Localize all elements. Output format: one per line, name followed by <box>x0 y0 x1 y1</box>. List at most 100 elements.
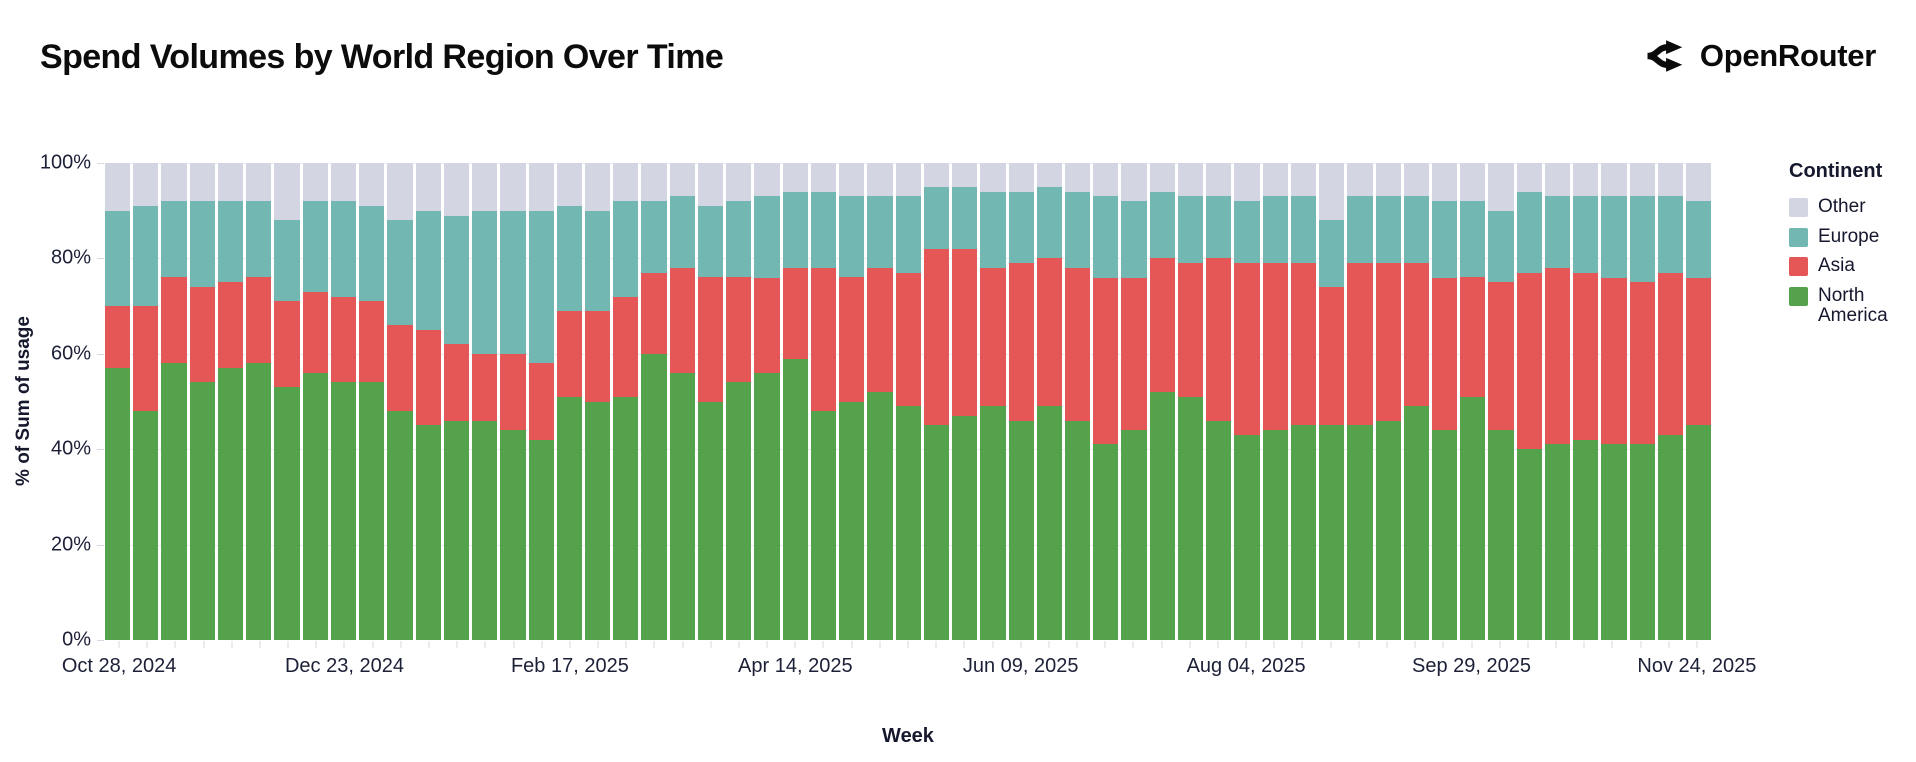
bar-segment-europe-week-5[interactable] <box>217 201 244 283</box>
bar-week-33[interactable] <box>1008 163 1034 640</box>
bar-segment-asia-week-43[interactable] <box>1290 263 1317 426</box>
bar-week-42[interactable] <box>1262 163 1288 640</box>
bar-week-57[interactable] <box>1686 163 1712 640</box>
bar-segment-north-america-week-6[interactable] <box>246 363 272 640</box>
bar-segment-asia-week-13[interactable] <box>443 344 470 421</box>
bar-segment-asia-week-7[interactable] <box>274 301 300 388</box>
bar-segment-other-week-49[interactable] <box>1460 163 1486 202</box>
bar-segment-other-week-31[interactable] <box>952 163 978 187</box>
bar-segment-asia-week-52[interactable] <box>1544 267 1571 445</box>
bar-segment-other-week-9[interactable] <box>330 163 357 202</box>
bar-segment-asia-week-46[interactable] <box>1375 263 1401 421</box>
bar-segment-europe-week-11[interactable] <box>387 220 413 326</box>
bar-segment-europe-week-49[interactable] <box>1460 201 1486 278</box>
bar-segment-north-america-week-43[interactable] <box>1290 425 1317 640</box>
bar-week-48[interactable] <box>1432 163 1458 640</box>
bar-week-24[interactable] <box>754 163 780 640</box>
bar-week-4[interactable] <box>189 163 215 640</box>
bar-week-47[interactable] <box>1403 163 1430 640</box>
bar-segment-asia-week-56[interactable] <box>1657 272 1684 435</box>
bar-week-10[interactable] <box>359 163 385 640</box>
legend-item-other[interactable]: Other <box>1789 196 1911 218</box>
bar-week-14[interactable] <box>472 163 498 640</box>
bar-segment-other-week-11[interactable] <box>387 163 413 221</box>
bar-segment-north-america-week-5[interactable] <box>217 368 244 640</box>
bar-segment-europe-week-50[interactable] <box>1488 210 1514 283</box>
legend-item-europe[interactable]: Europe <box>1789 226 1911 248</box>
bar-segment-europe-week-36[interactable] <box>1093 196 1119 278</box>
bar-segment-asia-week-44[interactable] <box>1319 287 1345 426</box>
bar-segment-europe-week-28[interactable] <box>867 196 893 268</box>
bar-segment-other-week-45[interactable] <box>1347 163 1373 197</box>
bar-segment-asia-week-38[interactable] <box>1149 258 1175 392</box>
bar-segment-other-week-20[interactable] <box>641 163 667 202</box>
bar-segment-other-week-12[interactable] <box>415 163 441 211</box>
bar-segment-asia-week-42[interactable] <box>1262 263 1288 431</box>
bar-segment-other-week-32[interactable] <box>980 163 1006 192</box>
bar-segment-other-week-47[interactable] <box>1403 163 1430 197</box>
bar-segment-north-america-week-44[interactable] <box>1319 425 1345 640</box>
bar-segment-north-america-week-55[interactable] <box>1629 444 1655 640</box>
bar-segment-europe-week-12[interactable] <box>415 210 441 330</box>
bar-segment-north-america-week-49[interactable] <box>1460 396 1486 640</box>
bar-segment-asia-week-14[interactable] <box>472 353 498 421</box>
bar-segment-north-america-week-56[interactable] <box>1657 434 1684 640</box>
bar-week-2[interactable] <box>133 163 159 640</box>
bar-week-13[interactable] <box>443 163 470 640</box>
bar-week-30[interactable] <box>923 163 950 640</box>
bar-segment-asia-week-15[interactable] <box>500 353 526 431</box>
bar-segment-north-america-week-54[interactable] <box>1601 444 1627 640</box>
bar-segment-asia-week-1[interactable] <box>105 306 131 369</box>
bar-segment-asia-week-54[interactable] <box>1601 277 1627 445</box>
bar-segment-north-america-week-39[interactable] <box>1177 396 1204 640</box>
bar-segment-other-week-33[interactable] <box>1008 163 1034 192</box>
bar-segment-other-week-24[interactable] <box>754 163 780 197</box>
bar-segment-europe-week-22[interactable] <box>697 205 724 278</box>
bar-week-49[interactable] <box>1460 163 1486 640</box>
bar-segment-europe-week-7[interactable] <box>274 220 300 302</box>
bar-segment-europe-week-25[interactable] <box>782 191 808 268</box>
openrouter-logo[interactable]: OpenRouter <box>1643 34 1876 78</box>
bar-week-9[interactable] <box>330 163 357 640</box>
bar-segment-other-week-15[interactable] <box>500 163 526 211</box>
bar-segment-europe-week-27[interactable] <box>839 196 865 278</box>
bar-segment-other-week-28[interactable] <box>867 163 893 197</box>
bar-segment-europe-week-32[interactable] <box>980 191 1006 268</box>
bar-segment-europe-week-10[interactable] <box>359 205 385 302</box>
bar-segment-asia-week-32[interactable] <box>980 267 1006 407</box>
bar-segment-europe-week-23[interactable] <box>726 201 752 278</box>
bar-week-6[interactable] <box>246 163 272 640</box>
bar-segment-north-america-week-34[interactable] <box>1036 406 1062 640</box>
bar-week-12[interactable] <box>415 163 441 640</box>
bar-segment-europe-week-46[interactable] <box>1375 196 1401 264</box>
bar-segment-asia-week-36[interactable] <box>1093 277 1119 445</box>
bar-segment-north-america-week-20[interactable] <box>641 353 667 640</box>
bar-segment-north-america-week-31[interactable] <box>952 415 978 640</box>
bar-segment-north-america-week-53[interactable] <box>1573 439 1599 640</box>
bar-segment-europe-week-20[interactable] <box>641 201 667 273</box>
bar-segment-asia-week-10[interactable] <box>359 301 385 383</box>
bar-segment-europe-week-44[interactable] <box>1319 220 1345 288</box>
bar-segment-asia-week-31[interactable] <box>952 248 978 416</box>
bar-segment-europe-week-24[interactable] <box>754 196 780 278</box>
bar-segment-asia-week-24[interactable] <box>754 277 780 373</box>
bar-segment-north-america-week-9[interactable] <box>330 382 357 640</box>
bar-segment-north-america-week-26[interactable] <box>810 411 837 640</box>
bar-week-7[interactable] <box>274 163 300 640</box>
legend-item-asia[interactable]: Asia <box>1789 256 1911 277</box>
bar-week-55[interactable] <box>1629 163 1655 640</box>
bar-segment-europe-week-39[interactable] <box>1177 196 1204 264</box>
bar-segment-europe-week-34[interactable] <box>1036 186 1062 259</box>
bar-segment-other-week-35[interactable] <box>1064 163 1091 192</box>
bar-segment-north-america-week-57[interactable] <box>1686 425 1712 640</box>
bar-segment-europe-week-29[interactable] <box>895 196 921 273</box>
bar-segment-other-week-34[interactable] <box>1036 163 1062 187</box>
bar-segment-europe-week-37[interactable] <box>1121 201 1147 278</box>
bar-segment-asia-week-8[interactable] <box>302 291 328 373</box>
bar-segment-asia-week-9[interactable] <box>330 296 357 383</box>
bar-segment-other-week-17[interactable] <box>556 163 582 206</box>
bar-segment-europe-week-55[interactable] <box>1629 196 1655 283</box>
bar-week-26[interactable] <box>810 163 837 640</box>
bar-segment-europe-week-33[interactable] <box>1008 191 1034 264</box>
bar-segment-north-america-week-46[interactable] <box>1375 420 1401 640</box>
